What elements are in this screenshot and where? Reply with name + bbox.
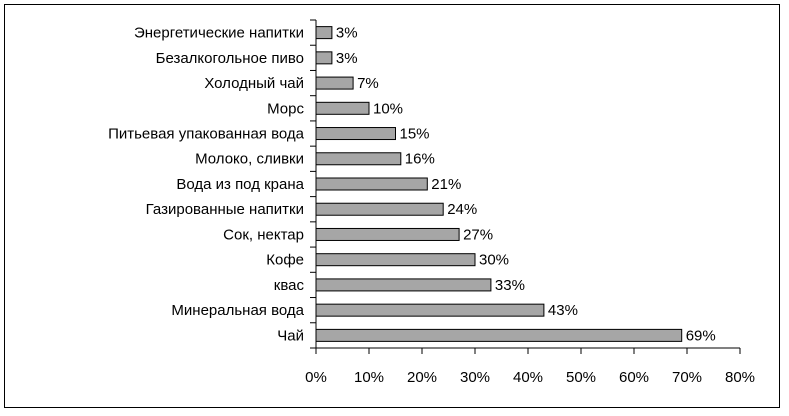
x-tick-label: 40% [513,369,543,386]
x-tick-label: 60% [619,369,649,386]
y-tick-label: Морс [267,100,304,117]
bar [315,51,333,65]
y-tick-label: Холодный чай [204,75,304,92]
bar [315,76,354,90]
x-tick-label: 20% [407,369,437,386]
y-tick-label: Энергетические напитки [134,25,304,42]
x-tick-label: 70% [672,369,702,386]
y-tick-label: Минеральная вода [171,302,304,319]
y-tick-label: Питьевая упакованная вода [108,126,305,143]
data-label: 15% [400,126,430,143]
bar [315,202,444,216]
bar [315,26,333,40]
y-tick-label: Газированные напитки [146,201,304,218]
bar [315,152,402,166]
data-label: 43% [548,302,578,319]
data-label: 7% [357,75,379,92]
bar [315,253,476,267]
data-label: 16% [405,151,435,168]
y-tick-label: Чай [277,327,304,344]
y-tick-label: Молоко, сливки [195,151,304,168]
x-tick-label: 50% [566,369,596,386]
x-tick-label: 0% [305,369,327,386]
bar [315,303,545,317]
data-label: 33% [495,277,525,294]
data-label: 27% [463,226,493,243]
y-tick-label: Сок, нектар [223,226,304,243]
y-tick-label: квас [274,277,305,294]
y-tick-label: Вода из под крана [176,176,304,193]
bar [315,328,683,342]
x-tick-label: 80% [725,369,755,386]
x-tick-label: 30% [460,369,490,386]
bar [315,227,460,241]
data-label: 69% [686,327,716,344]
y-tick-label: Кофе [266,252,304,269]
data-label: 10% [373,100,403,117]
bar [315,177,428,191]
data-label: 21% [431,176,461,193]
data-label: 3% [336,50,358,67]
data-label: 24% [447,201,477,218]
data-label: 30% [479,252,509,269]
x-tick-label: 10% [354,369,384,386]
bar [315,127,396,141]
data-label: 3% [336,25,358,42]
bar [315,101,370,115]
bar [315,278,492,292]
y-tick-label: Безалкогольное пиво [156,50,304,67]
